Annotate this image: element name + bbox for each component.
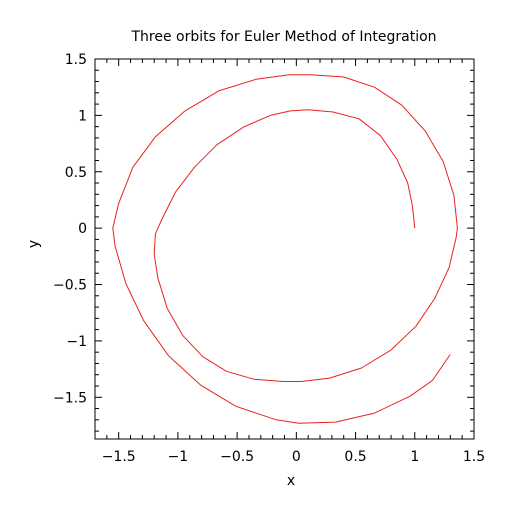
plot-frame <box>94 58 475 440</box>
y-tick-labels: −1.5 −1 −0.5 0 0.5 1 1.5 <box>53 52 87 406</box>
x-tick-label: 1.5 <box>463 449 485 465</box>
x-tick-labels: −1.5 −1 −0.5 0 0.5 1 1.5 <box>102 449 485 465</box>
x-tick-label: −0.5 <box>220 449 254 465</box>
x-tick-label: 1 <box>410 449 419 465</box>
orbit-line <box>112 74 458 424</box>
y-axis-label: y <box>26 240 42 248</box>
x-tick-label: 0 <box>292 449 301 465</box>
x-axis-label: x <box>287 473 295 489</box>
x-tick-label: −1.5 <box>102 449 136 465</box>
y-tick-label: −1 <box>66 334 87 350</box>
y-tick-label: −1.5 <box>53 390 87 406</box>
x-tick-label: 0.5 <box>344 449 366 465</box>
y-tick-label: 0 <box>78 221 87 237</box>
y-tick-label: −0.5 <box>53 278 87 294</box>
x-tick-label: −1 <box>168 449 189 465</box>
chart-title: Three orbits for Euler Method of Integra… <box>130 29 436 45</box>
y-tick-label: 1.5 <box>65 52 87 68</box>
y-tick-label: 1 <box>78 108 87 124</box>
y-tick-label: 0.5 <box>65 165 87 181</box>
